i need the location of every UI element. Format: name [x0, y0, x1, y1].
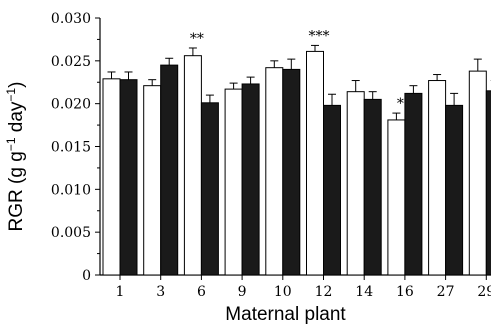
- bars-group: [102, 44, 491, 276]
- y-tick-label: 0.005: [51, 225, 91, 241]
- significance-annotations: ** ****: [190, 28, 404, 112]
- bar-open: [143, 85, 162, 276]
- x-tick-label: 9: [238, 284, 247, 300]
- bar-filled: [445, 104, 464, 276]
- x-tick-label: 6: [197, 284, 206, 300]
- bar-open: [428, 80, 447, 276]
- bar-open: [387, 119, 406, 276]
- significance-marker: ***: [309, 28, 330, 44]
- bar-filled: [404, 92, 423, 276]
- y-tick-label: 0.020: [51, 97, 91, 113]
- x-axis-title: Maternal plant: [225, 304, 346, 324]
- bar-open: [183, 55, 202, 276]
- y-axis-title-part: ): [6, 82, 27, 88]
- bar-open: [224, 88, 243, 276]
- y-tick-label: 0.010: [51, 182, 91, 198]
- significance-marker: **: [190, 31, 204, 47]
- x-tick-label: 3: [156, 284, 165, 300]
- y-tick-label: 0: [82, 268, 91, 284]
- y-axis-title-part: RGR (g g: [6, 151, 27, 231]
- y-axis-title-superscript: −1: [4, 137, 18, 151]
- significance-marker: *: [397, 96, 404, 112]
- bar-open: [306, 50, 324, 276]
- bar-open: [468, 70, 487, 276]
- x-tick-label: 27: [437, 284, 455, 300]
- x-axis: 1 3 6 9 10 12 14 16 27 29: [100, 274, 491, 300]
- bar-filled: [323, 104, 341, 276]
- bar-open: [346, 91, 365, 276]
- bar-open: [265, 67, 284, 276]
- bar-filled: [200, 102, 219, 276]
- x-tick-label: 16: [396, 284, 414, 300]
- y-axis: 0 0.005 0.010 0.015 0.020 0.025 0.030: [51, 11, 101, 284]
- bar-filled: [119, 79, 138, 276]
- x-tick-label: 29: [477, 284, 491, 300]
- x-tick-label: 10: [274, 284, 292, 300]
- y-axis-title-superscript: −1: [4, 88, 18, 102]
- y-tick-label: 0.015: [51, 140, 91, 156]
- y-axis-title: RGR (g g−1 day−1): [4, 82, 27, 232]
- x-tick-label: 14: [355, 284, 373, 300]
- y-tick-label: 0.025: [51, 54, 91, 70]
- x-tick-label: 1: [116, 284, 125, 300]
- bar-filled: [241, 83, 260, 276]
- bar-filled: [363, 98, 382, 276]
- y-axis-title-part: day: [6, 101, 27, 137]
- bar-open: [102, 78, 121, 276]
- x-tick-label: 12: [315, 284, 333, 300]
- bar-filled: [485, 90, 491, 276]
- bar-filled: [160, 64, 179, 276]
- bar-filled: [282, 68, 301, 276]
- y-tick-label: 0.030: [51, 11, 91, 27]
